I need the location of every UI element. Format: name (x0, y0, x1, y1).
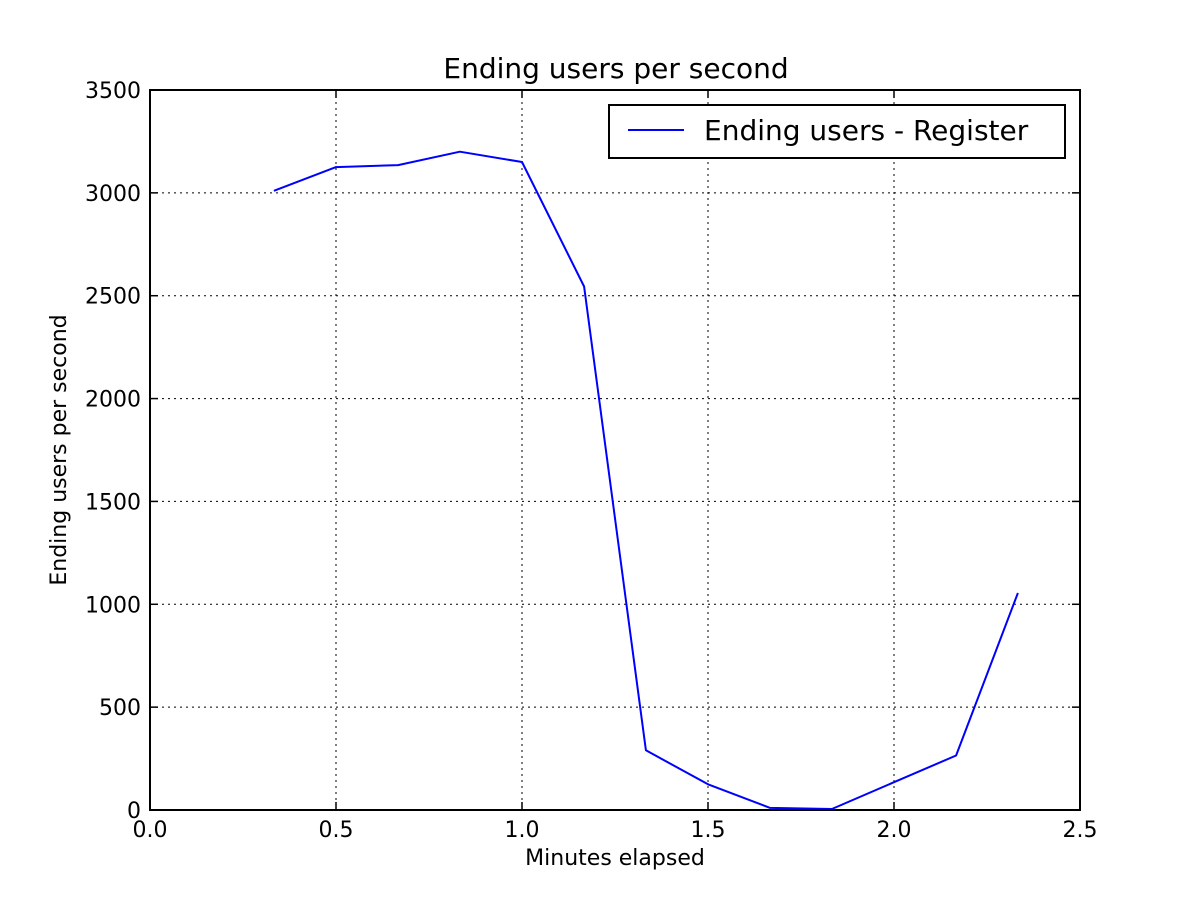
tick-marks (149, 89, 1081, 811)
series-line-0 (273, 150, 1019, 810)
legend-label: Ending users - Register (704, 114, 1029, 147)
y-tick-label: 3000 (85, 182, 141, 207)
x-tick-label: 1.5 (691, 818, 726, 843)
y-tick-label: 2000 (85, 388, 141, 413)
chart-title: Ending users per second (443, 52, 788, 85)
y-axis-label: Ending users per second (47, 314, 72, 585)
x-tick-label: 1.0 (505, 818, 540, 843)
y-tick-label: 1500 (85, 490, 141, 515)
x-tick-label: 2.5 (1063, 818, 1098, 843)
y-tick-labels: 0 500 1000 1500 2000 2500 3000 3500 (85, 79, 141, 824)
x-tick-label: 2.0 (877, 818, 912, 843)
y-tick-label: 2500 (85, 285, 141, 310)
x-tick-label: 0.0 (133, 818, 168, 843)
y-tick-label: 3500 (85, 79, 141, 104)
y-tick-label: 1000 (85, 593, 141, 618)
y-tick-label: 0 (127, 799, 141, 824)
legend-box (608, 104, 1066, 159)
series-layer (273, 150, 1019, 810)
plot-frame (149, 89, 1081, 811)
x-tick-labels: 0.0 0.5 1.0 1.5 2.0 2.5 (133, 818, 1098, 843)
x-tick-label: 0.5 (319, 818, 354, 843)
y-tick-label: 500 (99, 696, 141, 721)
legend: Ending users - Register (608, 104, 1066, 159)
x-axis-label: Minutes elapsed (525, 846, 705, 871)
